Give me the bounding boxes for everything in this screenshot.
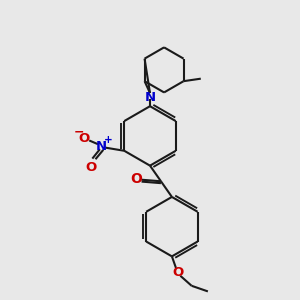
Text: N: N [96, 140, 107, 153]
Text: N: N [144, 91, 156, 104]
Text: O: O [130, 172, 142, 186]
Text: O: O [172, 266, 183, 279]
Text: O: O [78, 132, 89, 145]
Text: −: − [73, 126, 84, 139]
Text: O: O [85, 161, 96, 175]
Text: +: + [103, 135, 112, 145]
